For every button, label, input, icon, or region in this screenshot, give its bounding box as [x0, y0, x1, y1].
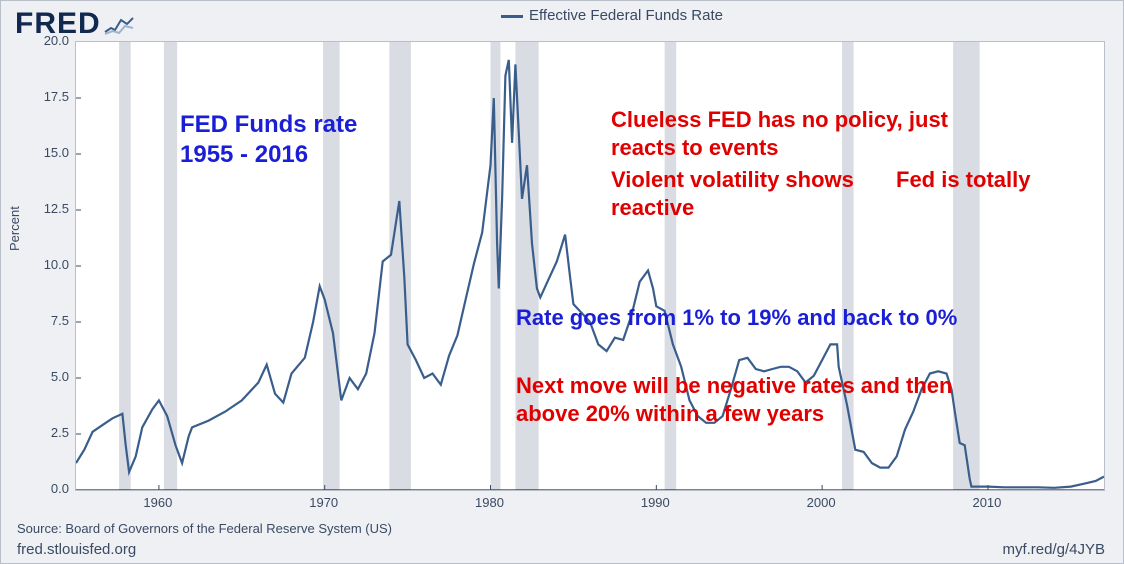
short-url: myf.red/g/4JYB — [1002, 541, 1105, 558]
chart-frame: FRED Effective Federal Funds Rate Percen… — [0, 0, 1124, 564]
annotation-text: Clueless FED has no policy, just — [611, 106, 948, 134]
legend-swatch — [501, 15, 523, 18]
y-tick: 12.5 — [29, 201, 69, 216]
y-tick: 2.5 — [29, 425, 69, 440]
legend-label: Effective Federal Funds Rate — [529, 7, 723, 24]
x-tick: 1970 — [309, 495, 338, 510]
annotation-text: reactive — [611, 194, 694, 222]
y-tick: 15.0 — [29, 145, 69, 160]
x-tick: 2000 — [807, 495, 836, 510]
annotation-text: FED Funds rate — [180, 110, 357, 140]
x-tick: 2010 — [972, 495, 1001, 510]
x-tick: 1990 — [641, 495, 670, 510]
y-tick: 20.0 — [29, 33, 69, 48]
y-tick: 7.5 — [29, 313, 69, 328]
legend: Effective Federal Funds Rate — [501, 7, 723, 24]
annotation-text: 1955 - 2016 — [180, 140, 308, 170]
y-axis-label: Percent — [7, 206, 22, 251]
x-tick: 1980 — [475, 495, 504, 510]
source-line: Source: Board of Governors of the Federa… — [17, 521, 392, 536]
y-tick: 10.0 — [29, 257, 69, 272]
annotation-text: Rate goes from 1% to 19% and back to 0% — [516, 304, 957, 332]
y-tick: 0.0 — [29, 481, 69, 496]
annotation-text: Fed is totally — [896, 166, 1030, 194]
annotation-text: Next move will be negative rates and the… — [516, 372, 952, 400]
plot-area: FED Funds rate1955 - 2016 Clueless FED ha… — [75, 41, 1105, 491]
annotation-text: reacts to events — [611, 134, 779, 162]
x-tick: 1960 — [143, 495, 172, 510]
fred-url: fred.stlouisfed.org — [17, 541, 136, 558]
y-tick: 5.0 — [29, 369, 69, 384]
annotation-text: Violent volatility shows — [611, 166, 854, 194]
y-tick: 17.5 — [29, 89, 69, 104]
logo-icon — [103, 14, 135, 36]
annotation-text: above 20% within a few years — [516, 400, 824, 428]
